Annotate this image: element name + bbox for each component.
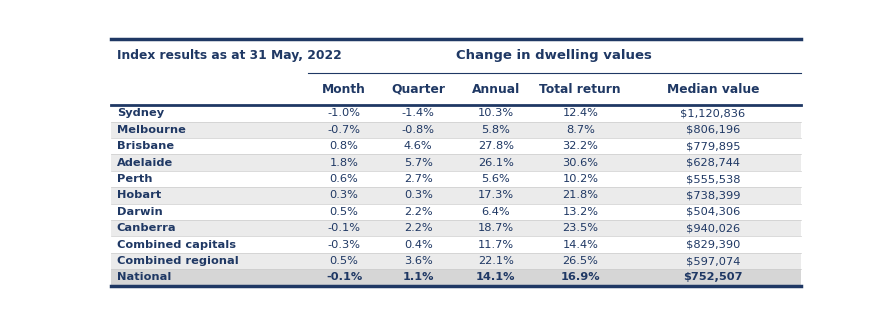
Text: 2.2%: 2.2% [404, 207, 433, 217]
Text: $806,196: $806,196 [686, 125, 740, 135]
Text: 5.8%: 5.8% [481, 125, 510, 135]
Text: Change in dwelling values: Change in dwelling values [457, 49, 652, 62]
Text: 30.6%: 30.6% [562, 158, 598, 168]
Text: 17.3%: 17.3% [478, 190, 514, 201]
Text: 12.4%: 12.4% [562, 108, 598, 118]
Text: -0.1%: -0.1% [326, 273, 362, 282]
Bar [111, 122, 801, 138]
Text: $779,895: $779,895 [686, 141, 740, 151]
Text: 27.8%: 27.8% [478, 141, 514, 151]
Text: 18.7%: 18.7% [478, 223, 514, 233]
Text: 22.1%: 22.1% [478, 256, 514, 266]
Text: $555,538: $555,538 [686, 174, 740, 184]
Text: Perth: Perth [117, 174, 152, 184]
Text: 0.8%: 0.8% [329, 141, 359, 151]
Text: 0.6%: 0.6% [329, 174, 359, 184]
Text: 5.7%: 5.7% [404, 158, 433, 168]
Text: 23.5%: 23.5% [562, 223, 598, 233]
Text: Index results as at 31 May, 2022: Index results as at 31 May, 2022 [117, 49, 342, 62]
Text: 16.9%: 16.9% [561, 273, 600, 282]
Text: Total return: Total return [539, 83, 621, 96]
Text: Annual: Annual [472, 83, 520, 96]
Text: 2.7%: 2.7% [404, 174, 433, 184]
Text: 0.5%: 0.5% [329, 256, 359, 266]
Text: Hobart: Hobart [117, 190, 161, 201]
Text: 1.8%: 1.8% [329, 158, 359, 168]
Text: 5.6%: 5.6% [481, 174, 510, 184]
Text: 0.3%: 0.3% [404, 190, 433, 201]
Bar [111, 237, 801, 253]
Text: Brisbane: Brisbane [117, 141, 174, 151]
Text: -1.4%: -1.4% [401, 108, 434, 118]
Text: -1.0%: -1.0% [328, 108, 360, 118]
Text: 32.2%: 32.2% [562, 141, 598, 151]
Bar [111, 187, 801, 204]
Text: Canberra: Canberra [117, 223, 176, 233]
Text: Combined capitals: Combined capitals [117, 240, 236, 250]
Bar [111, 138, 801, 154]
Bar [111, 220, 801, 237]
Text: $940,026: $940,026 [686, 223, 740, 233]
Bar [111, 154, 801, 171]
Text: Combined regional: Combined regional [117, 256, 239, 266]
Text: -0.1%: -0.1% [328, 223, 360, 233]
Text: 1.1%: 1.1% [402, 273, 434, 282]
Text: 3.6%: 3.6% [404, 256, 433, 266]
Text: -0.3%: -0.3% [328, 240, 360, 250]
Text: 0.3%: 0.3% [329, 190, 359, 201]
Text: Median value: Median value [667, 83, 759, 96]
Text: Adelaide: Adelaide [117, 158, 173, 168]
Text: 14.4%: 14.4% [562, 240, 598, 250]
Text: 14.1%: 14.1% [476, 273, 515, 282]
Text: Darwin: Darwin [117, 207, 163, 217]
Bar [111, 171, 801, 187]
Bar [111, 73, 801, 105]
Bar [111, 204, 801, 220]
Bar [111, 253, 801, 269]
Text: Melbourne: Melbourne [117, 125, 186, 135]
Text: -0.7%: -0.7% [328, 125, 360, 135]
Text: 2.2%: 2.2% [404, 223, 433, 233]
Text: 21.8%: 21.8% [562, 190, 598, 201]
Text: $597,074: $597,074 [686, 256, 740, 266]
Text: 0.4%: 0.4% [404, 240, 433, 250]
Text: 10.3%: 10.3% [478, 108, 514, 118]
Text: $752,507: $752,507 [684, 273, 743, 282]
Text: Sydney: Sydney [117, 108, 164, 118]
Text: 4.6%: 4.6% [404, 141, 433, 151]
Text: 26.5%: 26.5% [562, 256, 598, 266]
Text: 0.5%: 0.5% [329, 207, 359, 217]
Text: Quarter: Quarter [392, 83, 445, 96]
Text: $504,306: $504,306 [686, 207, 740, 217]
Text: -0.8%: -0.8% [401, 125, 434, 135]
Text: $628,744: $628,744 [686, 158, 740, 168]
Text: 13.2%: 13.2% [562, 207, 598, 217]
Text: 8.7%: 8.7% [566, 125, 595, 135]
Bar [111, 269, 801, 286]
Text: 11.7%: 11.7% [478, 240, 514, 250]
Text: $738,399: $738,399 [686, 190, 740, 201]
Text: 26.1%: 26.1% [478, 158, 514, 168]
Text: Month: Month [322, 83, 366, 96]
Bar [111, 105, 801, 122]
Text: $829,390: $829,390 [686, 240, 740, 250]
Text: National: National [117, 273, 171, 282]
Text: 6.4%: 6.4% [481, 207, 510, 217]
Text: $1,120,836: $1,120,836 [681, 108, 746, 118]
Text: 10.2%: 10.2% [562, 174, 598, 184]
Bar [111, 39, 801, 73]
